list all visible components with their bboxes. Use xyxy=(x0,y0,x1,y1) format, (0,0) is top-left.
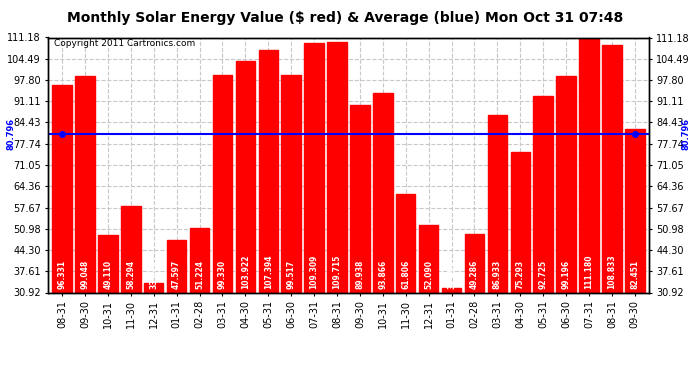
Bar xyxy=(235,60,255,292)
Text: 103.922: 103.922 xyxy=(241,255,250,290)
Text: 109.309: 109.309 xyxy=(310,255,319,290)
Bar xyxy=(580,38,599,292)
Text: 99.048: 99.048 xyxy=(81,260,90,290)
Bar xyxy=(556,76,576,292)
Text: 51.224: 51.224 xyxy=(195,260,204,290)
Text: 75.293: 75.293 xyxy=(516,260,525,290)
Bar xyxy=(396,194,415,292)
Bar xyxy=(419,225,438,292)
Text: 47.597: 47.597 xyxy=(172,260,181,290)
Bar xyxy=(511,152,530,292)
Text: 111.180: 111.180 xyxy=(584,255,593,290)
Text: 58.294: 58.294 xyxy=(126,260,135,290)
Bar xyxy=(213,75,232,292)
Bar xyxy=(52,85,72,292)
Bar xyxy=(350,105,370,292)
Text: 99.517: 99.517 xyxy=(286,260,296,290)
Bar xyxy=(602,45,622,292)
Bar xyxy=(75,76,95,292)
Text: 99.330: 99.330 xyxy=(218,260,227,290)
Text: 107.394: 107.394 xyxy=(264,255,273,290)
Text: 80.796: 80.796 xyxy=(6,118,15,150)
Text: 96.331: 96.331 xyxy=(57,260,66,290)
Bar xyxy=(144,283,164,292)
Text: 49.110: 49.110 xyxy=(104,260,112,290)
Text: 49.286: 49.286 xyxy=(470,260,479,290)
Text: 93.866: 93.866 xyxy=(378,260,387,290)
Bar xyxy=(442,288,462,292)
Text: 32.493: 32.493 xyxy=(447,260,456,290)
Bar xyxy=(98,235,117,292)
Text: 52.090: 52.090 xyxy=(424,260,433,290)
Bar xyxy=(190,228,209,292)
Bar xyxy=(327,42,347,292)
Text: 92.725: 92.725 xyxy=(539,260,548,290)
Text: 80.796: 80.796 xyxy=(682,118,690,150)
Bar xyxy=(259,50,278,292)
Bar xyxy=(465,234,484,292)
Bar xyxy=(373,93,393,292)
Text: 89.938: 89.938 xyxy=(355,260,364,290)
Text: 86.933: 86.933 xyxy=(493,260,502,290)
Bar xyxy=(533,96,553,292)
Bar xyxy=(488,114,507,292)
Bar xyxy=(625,129,644,292)
Text: Copyright 2011 Cartronics.com: Copyright 2011 Cartronics.com xyxy=(55,39,195,48)
Text: Monthly Solar Energy Value ($ red) & Average (blue) Mon Oct 31 07:48: Monthly Solar Energy Value ($ red) & Ave… xyxy=(67,11,623,25)
Text: 82.451: 82.451 xyxy=(631,260,640,290)
Bar xyxy=(282,75,301,292)
Bar xyxy=(121,206,141,292)
Text: 33.910: 33.910 xyxy=(149,260,158,290)
Text: 108.833: 108.833 xyxy=(607,255,616,290)
Bar xyxy=(304,44,324,292)
Text: 99.196: 99.196 xyxy=(562,260,571,290)
Text: 61.806: 61.806 xyxy=(401,260,411,290)
Bar xyxy=(167,240,186,292)
Text: 109.715: 109.715 xyxy=(333,255,342,290)
